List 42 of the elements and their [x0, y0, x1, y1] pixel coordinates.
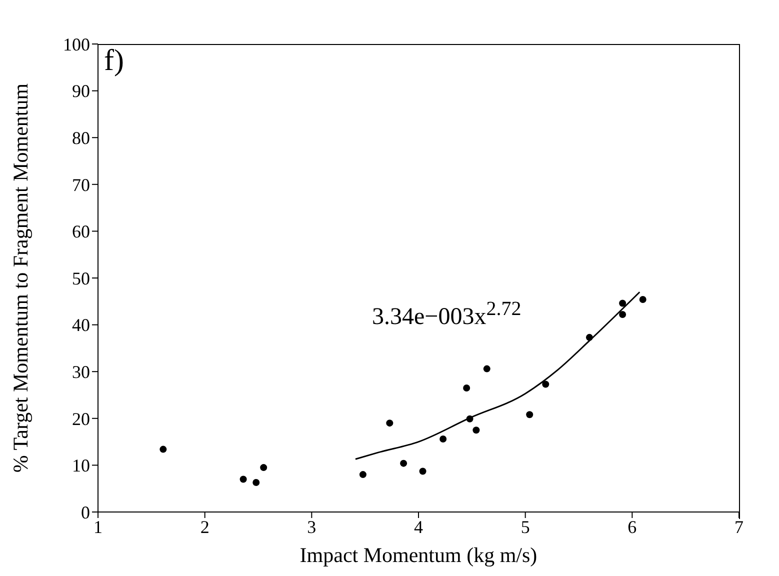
y-tick-label: 90 — [72, 81, 90, 102]
x-tick-label: 5 — [520, 516, 530, 537]
y-tick-label: 10 — [72, 456, 90, 476]
x-tick-label: 6 — [628, 516, 637, 537]
point — [586, 334, 593, 341]
point — [252, 479, 260, 486]
y-tick-label: 70 — [72, 174, 90, 195]
point — [260, 464, 268, 472]
point — [526, 411, 534, 418]
annotation: 3.34e−003x$^{2.72}$ — [372, 298, 522, 331]
point — [419, 468, 426, 475]
x-tick-label: 4 — [414, 516, 423, 537]
point — [542, 380, 550, 388]
point — [240, 476, 247, 483]
point — [619, 311, 626, 318]
point — [359, 471, 366, 478]
y-tick-label: 20 — [72, 408, 90, 429]
point — [463, 384, 470, 392]
y-tick-label: 40 — [72, 315, 90, 336]
x-tick-label: 1 — [94, 516, 102, 537]
y-tick-label: 30 — [72, 362, 90, 382]
x-axis-title: Impact Momentum (kg m/s) — [300, 543, 538, 567]
point — [400, 460, 408, 467]
point — [639, 296, 646, 304]
x-tick-label: 2 — [200, 516, 210, 537]
point — [160, 446, 167, 453]
point — [483, 365, 490, 372]
annotation: f) — [104, 44, 124, 78]
point — [466, 415, 474, 422]
y-axis-title: % Target Momentum to Fragment Momentum — [8, 83, 32, 473]
point — [472, 426, 480, 434]
point — [619, 300, 626, 307]
y-tick-label: 80 — [72, 128, 90, 148]
y-tick-label: 0 — [81, 502, 90, 522]
x-tick-label: 7 — [734, 516, 744, 537]
y-tick-label: 100 — [63, 34, 90, 54]
y-tick-label: 60 — [72, 222, 90, 242]
line-series — [354, 291, 640, 460]
x-tick-label: 3 — [307, 516, 316, 537]
point — [440, 435, 447, 442]
point — [386, 420, 394, 427]
y-tick-label: 50 — [72, 268, 90, 288]
